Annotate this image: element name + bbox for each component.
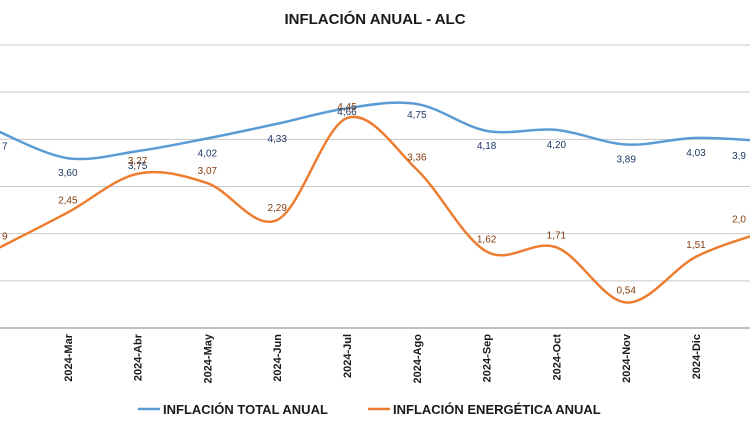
- data-label: 3,9: [732, 151, 746, 162]
- x-tick-label: 2024-May: [202, 333, 214, 383]
- data-label: 4,03: [686, 148, 706, 159]
- data-label: 3,60: [58, 168, 78, 179]
- data-label: 3,36: [407, 153, 427, 164]
- data-label: 4,20: [547, 140, 567, 151]
- data-label: 1,62: [477, 235, 497, 246]
- x-tick-label: 2024-Mar: [63, 333, 75, 381]
- data-label: 2,45: [58, 195, 78, 206]
- data-label: 3,07: [198, 166, 218, 177]
- x-tick-label: 2024-Abr: [133, 333, 145, 381]
- x-axis-ticks: 2024-Mar 2024-Abr 2024-May 2024-Jun 2024-Jul…: [63, 333, 703, 384]
- x-tick-label: 2024-Jun: [272, 334, 284, 382]
- x-tick-label: 2024-Ago: [412, 334, 424, 384]
- data-label: 1,51: [686, 240, 706, 251]
- legend: INFLACIÓN TOTAL ANUAL INFLACIÓN ENERGÉTI…: [138, 402, 601, 417]
- data-label: 3,75: [128, 161, 148, 172]
- data-label: 4,33: [267, 134, 287, 145]
- data-label: 9: [2, 231, 8, 242]
- data-label: 2,0: [732, 214, 746, 225]
- data-label: 2,29: [267, 203, 287, 214]
- legend-label-total: INFLACIÓN TOTAL ANUAL: [163, 402, 328, 417]
- data-label: 7: [2, 141, 8, 152]
- data-label: 4,45: [337, 102, 357, 113]
- series-line: [0, 115, 750, 304]
- x-tick-label: 2024-Dic: [691, 334, 703, 379]
- data-label: 0,54: [616, 286, 636, 297]
- data-label: 3,89: [616, 155, 636, 166]
- series-total-line: 7 3,60 3,75 4,02 4,33 4,66 4,75 4,18 4,20 3,89 4,0…: [0, 101, 750, 179]
- data-label: 4,18: [477, 141, 497, 152]
- data-label: 1,71: [547, 230, 567, 241]
- series-energy-line: 9 2,45 3,27 3,07 2,29 4,45 3,36 1,62 1,71 0,54 1,5…: [0, 102, 750, 304]
- data-label: 4,75: [407, 110, 427, 121]
- data-label: 4,66: [337, 107, 357, 118]
- data-label: 3,27: [128, 156, 148, 167]
- x-tick-label: 2024-Nov: [621, 333, 633, 383]
- x-tick-label: 2024-Oct: [551, 334, 563, 381]
- data-label: 4,02: [198, 148, 218, 159]
- legend-label-energy: INFLACIÓN ENERGÉTICA ANUAL: [393, 402, 601, 417]
- series-line: [0, 101, 750, 161]
- x-tick-label: 2024-Sep: [482, 334, 494, 383]
- chart-title: INFLACIÓN ANUAL - ALC: [284, 10, 465, 28]
- gridlines: [0, 44, 750, 329]
- x-tick-label: 2024-Jul: [342, 334, 354, 378]
